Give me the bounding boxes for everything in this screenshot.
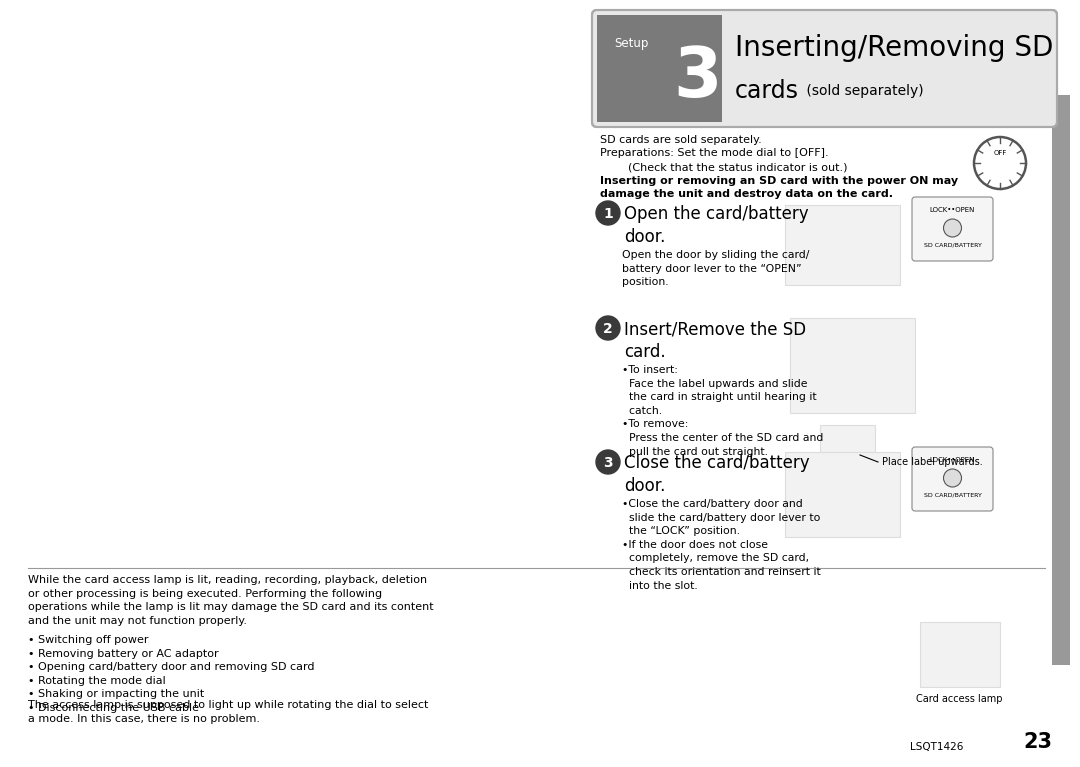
Circle shape: [944, 219, 961, 237]
Text: Preparations: Set the mode dial to [OFF].: Preparations: Set the mode dial to [OFF]…: [600, 149, 828, 159]
Text: LOCK••OPEN: LOCK••OPEN: [930, 457, 975, 463]
Text: LOCK••OPEN: LOCK••OPEN: [930, 207, 975, 213]
Text: (sold separately): (sold separately): [802, 84, 923, 98]
Text: •Close the card/battery door and
  slide the card/battery door lever to
  the “L: •Close the card/battery door and slide t…: [622, 499, 821, 591]
Text: Setup: Setup: [613, 37, 648, 50]
Text: Inserting or removing an SD card with the power ON may: Inserting or removing an SD card with th…: [600, 176, 958, 186]
Text: Close the card/battery
door.: Close the card/battery door.: [624, 454, 810, 495]
Text: 2: 2: [603, 322, 612, 336]
Text: 3: 3: [604, 456, 612, 470]
FancyBboxPatch shape: [789, 318, 915, 413]
Text: SD CARD/BATTERY: SD CARD/BATTERY: [923, 242, 982, 248]
Text: OFF: OFF: [994, 150, 1008, 156]
Polygon shape: [597, 15, 723, 122]
Text: SD CARD/BATTERY: SD CARD/BATTERY: [923, 492, 982, 498]
Text: LSQT1426: LSQT1426: [910, 742, 963, 752]
Text: Open the card/battery
door.: Open the card/battery door.: [624, 205, 809, 246]
Text: 23: 23: [1023, 732, 1052, 752]
Circle shape: [596, 316, 620, 340]
Text: Inserting/Removing SD: Inserting/Removing SD: [735, 34, 1053, 62]
Circle shape: [596, 201, 620, 225]
FancyBboxPatch shape: [912, 197, 993, 261]
Text: SD cards are sold separately.: SD cards are sold separately.: [600, 135, 761, 145]
Text: Place label upwards.: Place label upwards.: [882, 457, 983, 467]
Text: 1: 1: [603, 207, 612, 221]
FancyBboxPatch shape: [920, 622, 1000, 687]
Circle shape: [596, 450, 620, 474]
FancyBboxPatch shape: [820, 425, 875, 500]
Text: While the card access lamp is lit, reading, recording, playback, deletion
or oth: While the card access lamp is lit, readi…: [28, 575, 434, 626]
Text: Card access lamp: Card access lamp: [916, 694, 1002, 704]
Text: The access lamp is supposed to light up while rotating the dial to select
a mode: The access lamp is supposed to light up …: [28, 700, 429, 723]
FancyBboxPatch shape: [785, 205, 900, 285]
FancyBboxPatch shape: [592, 10, 1057, 127]
Text: 3: 3: [673, 44, 721, 110]
Text: •To insert:
  Face the label upwards and slide
  the card in straight until hear: •To insert: Face the label upwards and s…: [622, 365, 823, 456]
FancyBboxPatch shape: [785, 452, 900, 537]
Circle shape: [944, 469, 961, 487]
FancyBboxPatch shape: [1052, 95, 1070, 665]
Text: • Switching off power
• Removing battery or AC adaptor
• Opening card/battery do: • Switching off power • Removing battery…: [28, 635, 314, 713]
FancyBboxPatch shape: [912, 447, 993, 511]
Text: Open the door by sliding the card/
battery door lever to the “OPEN”
position.: Open the door by sliding the card/ batte…: [622, 250, 809, 287]
Text: Insert/Remove the SD
card.: Insert/Remove the SD card.: [624, 320, 806, 361]
Text: cards: cards: [735, 79, 799, 103]
Text: (Check that the status indicator is out.): (Check that the status indicator is out.…: [600, 162, 848, 172]
Text: damage the unit and destroy data on the card.: damage the unit and destroy data on the …: [600, 189, 893, 199]
